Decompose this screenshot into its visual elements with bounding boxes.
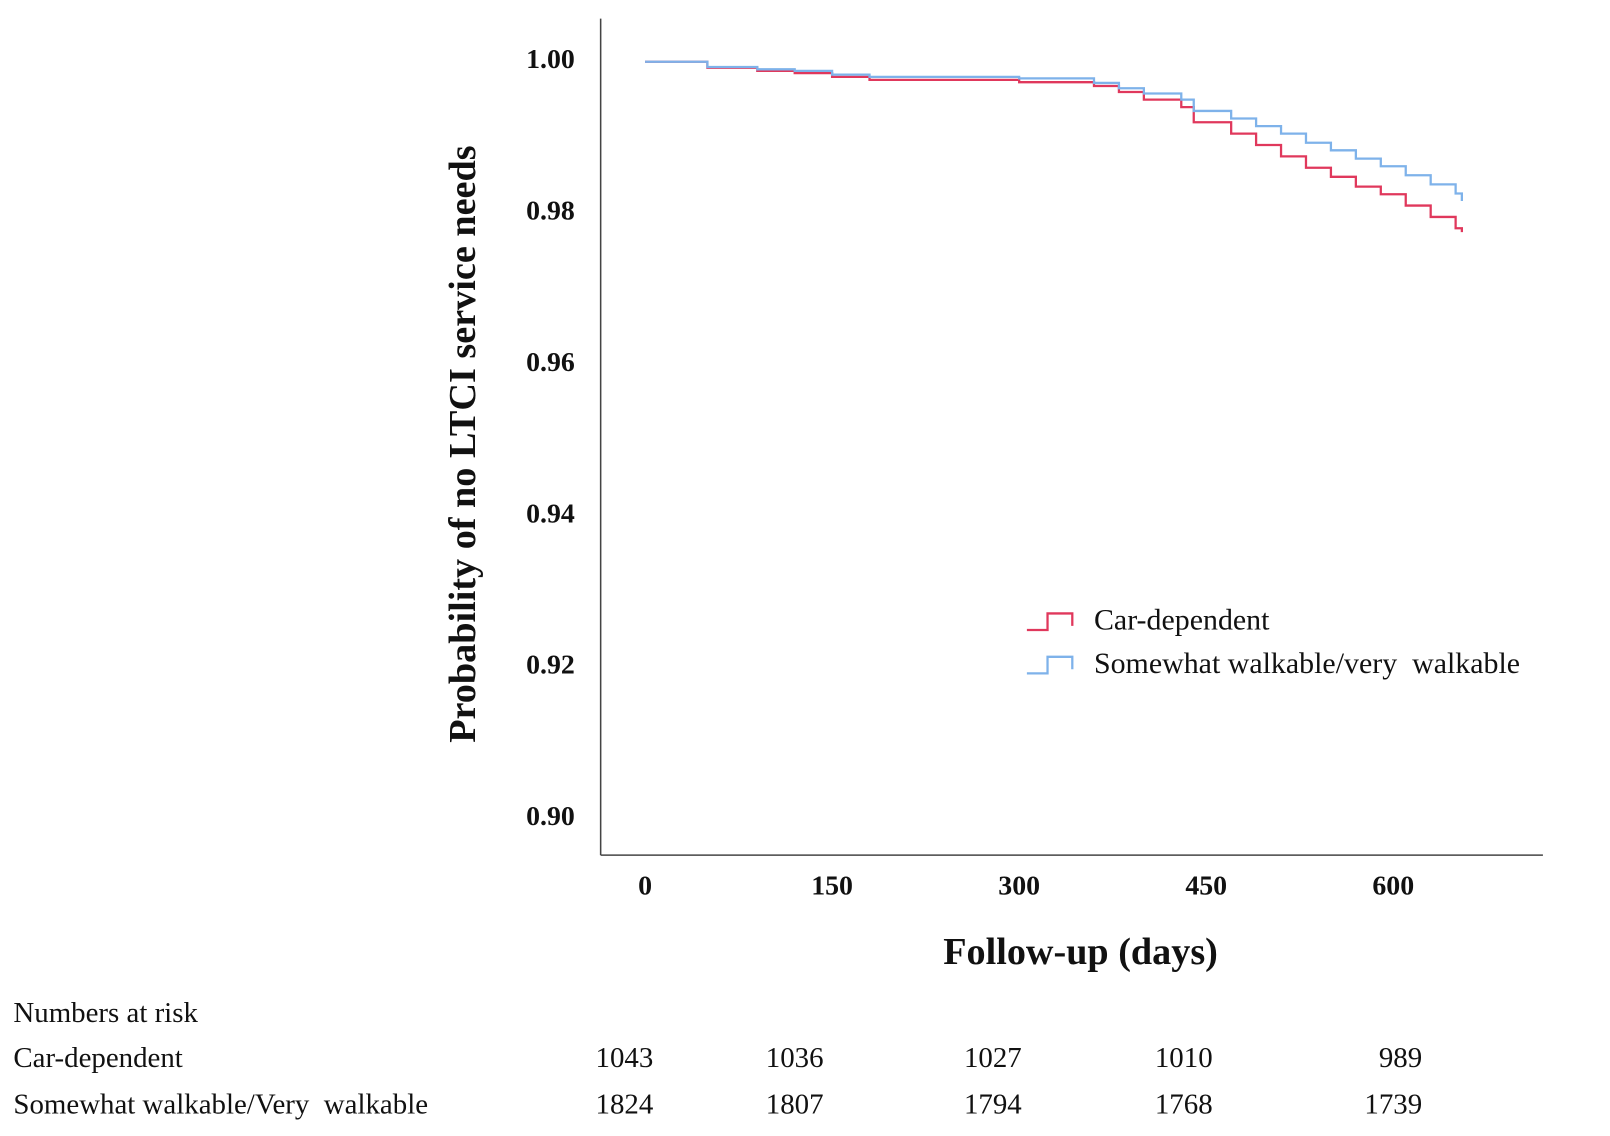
x-tick-label: 600: [1372, 871, 1414, 902]
legend-label: Car-dependent: [1094, 604, 1270, 637]
y-tick-label: 0.90: [526, 801, 575, 832]
risk-value: 989: [1379, 1042, 1422, 1074]
risk-value: 1824: [596, 1089, 654, 1121]
x-tick-label: 150: [811, 871, 853, 902]
risk-table-title: Numbers at risk: [13, 997, 198, 1029]
survival-curve: [645, 60, 1463, 202]
legend-swatch: [1026, 655, 1074, 675]
risk-value: 1739: [1364, 1089, 1422, 1121]
risk-value: 1010: [1155, 1042, 1213, 1074]
x-tick-label: 450: [1185, 871, 1227, 902]
risk-value: 1768: [1155, 1089, 1213, 1121]
y-axis-title: Probability of no LTCI service needs: [442, 145, 484, 742]
y-tick-label: 0.98: [526, 196, 575, 227]
x-axis-title: Follow-up (days): [943, 931, 1218, 973]
y-tick-label: 0.94: [526, 498, 575, 529]
x-tick-label: 300: [998, 871, 1040, 902]
risk-value: 1794: [964, 1089, 1022, 1121]
y-tick-label: 1.00: [526, 44, 575, 75]
risk-row-label: Somewhat walkable/Very walkable: [13, 1089, 428, 1121]
y-tick-label: 0.92: [526, 650, 575, 681]
risk-row-label: Car-dependent: [13, 1042, 182, 1074]
survival-curve: [645, 60, 1463, 233]
x-tick-label: 0: [638, 871, 652, 902]
risk-value: 1027: [964, 1042, 1022, 1074]
legend-label: Somewhat walkable/very walkable: [1094, 647, 1520, 680]
legend-swatch: [1026, 612, 1074, 632]
risk-value: 1807: [766, 1089, 824, 1121]
risk-value: 1036: [766, 1042, 824, 1074]
y-tick-label: 0.96: [526, 347, 575, 378]
risk-value: 1043: [596, 1042, 654, 1074]
